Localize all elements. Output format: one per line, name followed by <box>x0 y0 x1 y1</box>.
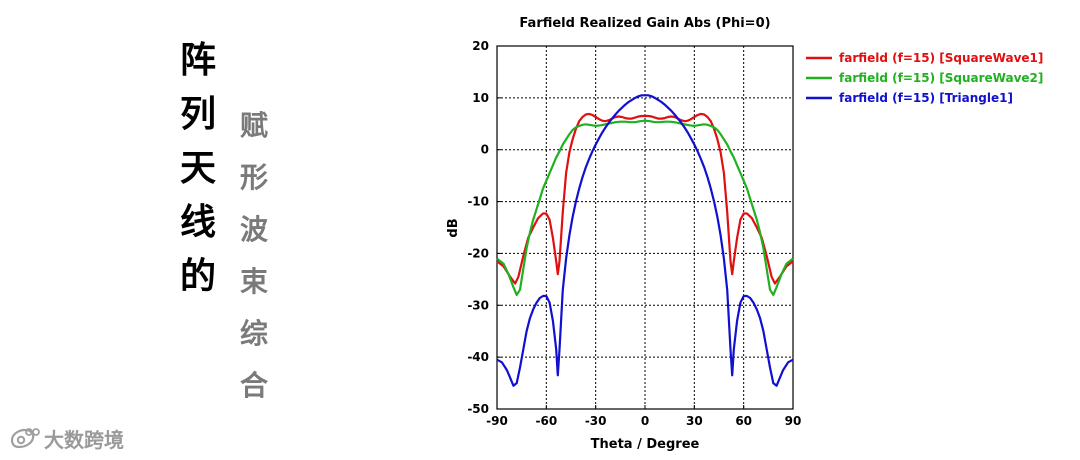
sub-title-char: 束 <box>240 265 269 298</box>
sub-title-char: 形 <box>240 161 269 194</box>
legend-label: farfield (f=15) [Triangle1] <box>839 91 1013 105</box>
sub-title-char: 赋 <box>240 109 269 142</box>
y-tick-label: -50 <box>467 402 489 416</box>
chart-title: Farfield Realized Gain Abs (Phi=0) <box>519 16 770 31</box>
y-tick-label: -30 <box>467 298 489 312</box>
main-title-char: 列 <box>180 94 217 135</box>
sub-title-char: 波 <box>240 213 269 246</box>
legend-label: farfield (f=15) [SquareWave2] <box>839 71 1043 85</box>
weibo-icon <box>10 427 40 448</box>
main-title-char: 阵 <box>180 40 217 81</box>
x-axis-label: Theta / Degree <box>591 437 700 452</box>
axis-ticks: -90 -60 -30 0 30 60 90 20 10 0 -10 -20 -30 -40 -50 <box>467 39 801 428</box>
grid-lines <box>497 46 793 409</box>
x-tick-label: -60 <box>535 414 557 428</box>
main-title-char: 的 <box>180 256 217 297</box>
sub-vertical-title: 赋 形 波 束 综 合 <box>240 100 268 412</box>
y-tick-label: 10 <box>472 91 489 105</box>
watermark-text: 大数跨境 <box>44 428 124 452</box>
x-tick-label: 0 <box>641 414 649 428</box>
legend-label: farfield (f=15) [SquareWave1] <box>839 51 1043 65</box>
x-tick-label: -90 <box>486 414 508 428</box>
x-tick-label: 30 <box>686 414 703 428</box>
main-vertical-title: 阵 列 天 线 的 <box>180 34 216 304</box>
sub-title-char: 合 <box>240 369 269 402</box>
y-tick-label: -10 <box>467 195 489 209</box>
x-tick-label: 90 <box>785 414 802 428</box>
y-tick-label: -40 <box>467 350 489 364</box>
watermark: 大数跨境 <box>6 424 124 453</box>
series-line-2 <box>496 119 794 296</box>
y-tick-label: 0 <box>481 143 489 157</box>
legend: farfield (f=15) [SquareWave1] farfield (f… <box>806 51 1043 105</box>
series-line-3 <box>496 94 794 387</box>
series-line-1 <box>496 112 794 285</box>
sub-title-char: 综 <box>240 317 269 350</box>
main-title-char: 线 <box>180 202 217 243</box>
y-axis-label: dB <box>446 218 461 237</box>
main-title-char: 天 <box>180 148 217 189</box>
y-tick-label: -20 <box>467 246 489 260</box>
x-tick-label: -30 <box>585 414 607 428</box>
series-lines <box>496 94 794 387</box>
x-tick-label: 60 <box>735 414 752 428</box>
y-tick-label: 20 <box>472 39 489 53</box>
